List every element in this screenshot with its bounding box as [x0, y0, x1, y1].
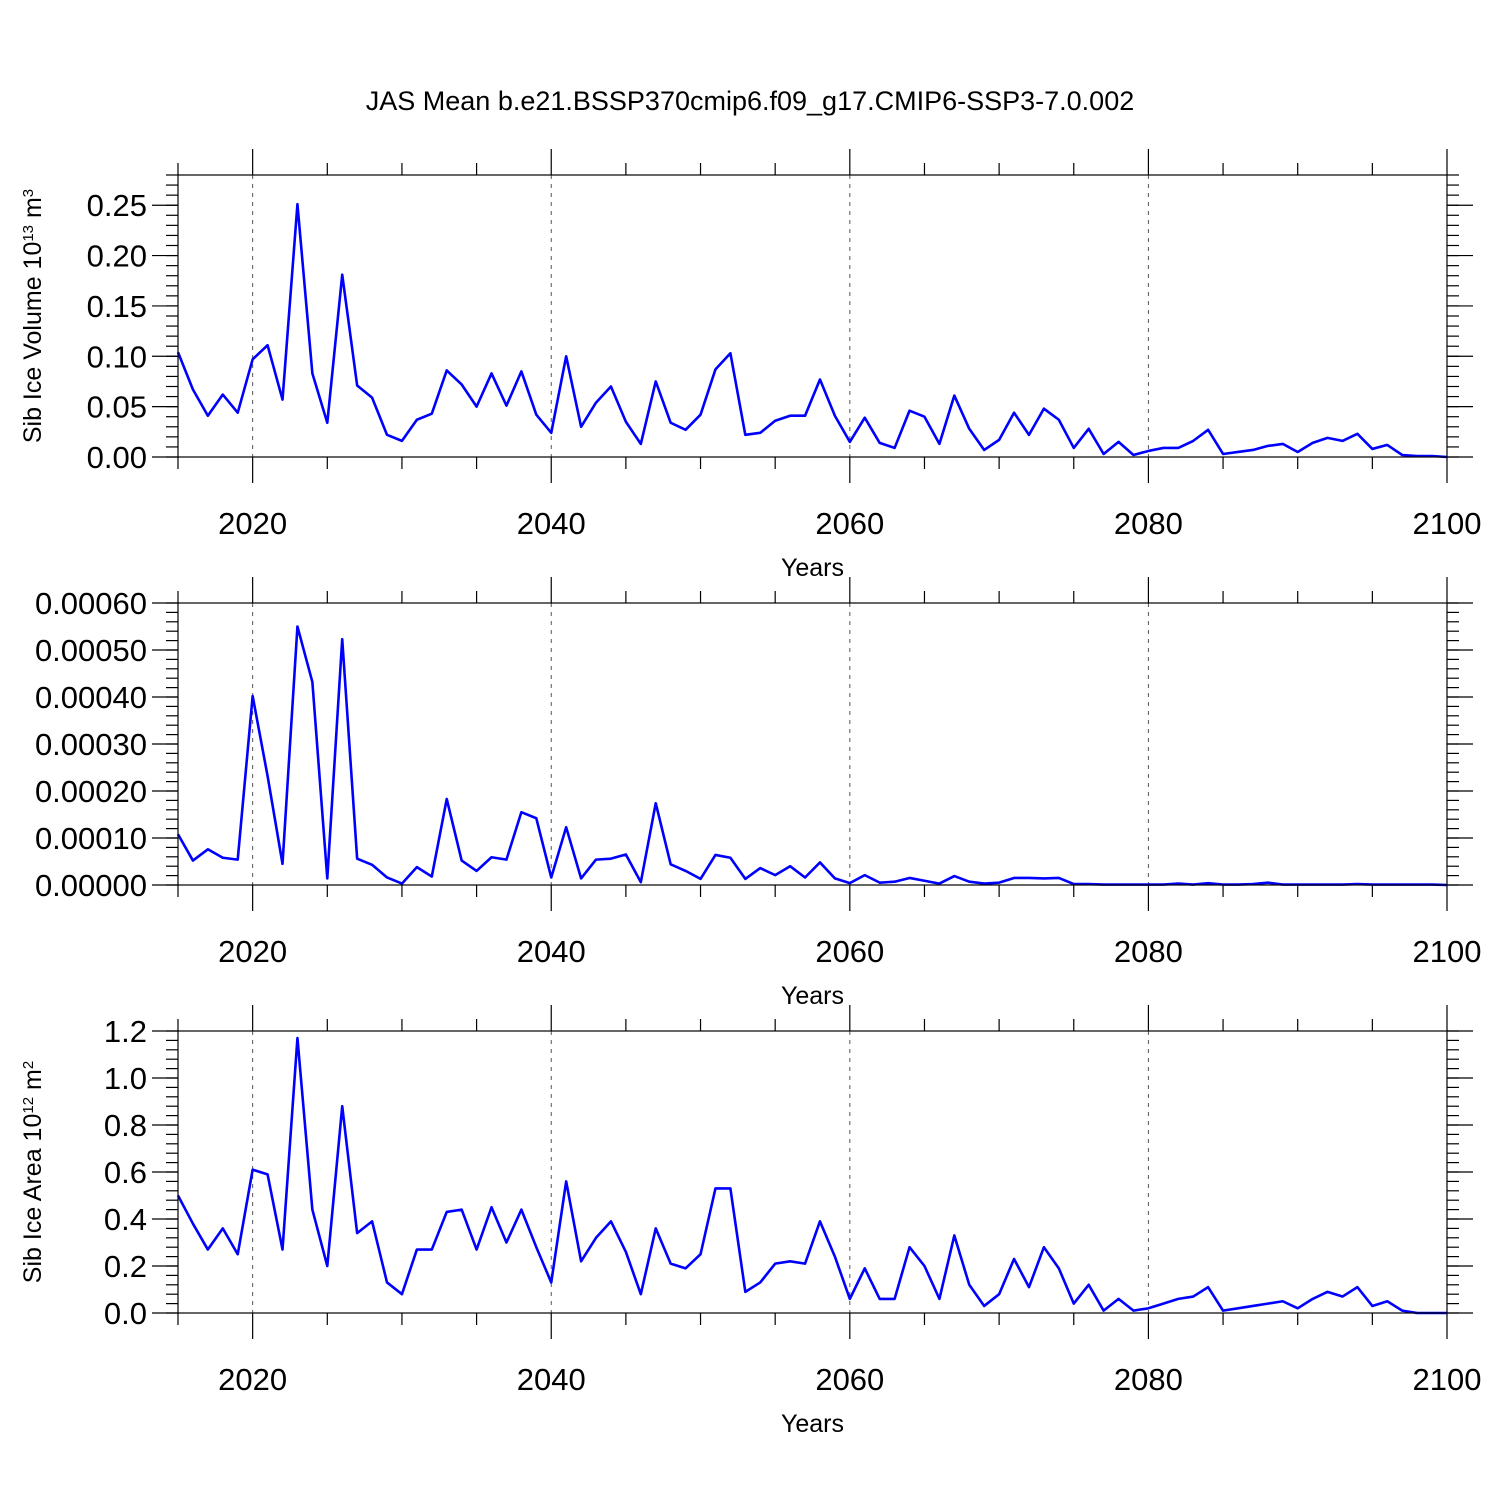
series-line — [176, 202, 1448, 459]
y-tick-label: 0.0 — [104, 1296, 147, 1331]
x-tick-label: 2080 — [1114, 1362, 1183, 1397]
x-tick-label: 2020 — [218, 934, 287, 969]
y-tick-label: 0.00020 — [35, 774, 147, 809]
y-tick-label: 1.2 — [104, 1014, 147, 1049]
y-tick-label: 0.2 — [104, 1249, 147, 1284]
y-tick-label: 0.00060 — [35, 586, 147, 621]
y-tick-label: 0.8 — [104, 1108, 147, 1143]
series-line — [176, 625, 1448, 887]
chart-panels: 0.00 0.05 0.10 0.15 0.20 0.25 2020 2040 2060 2080… — [19, 149, 1481, 1438]
chart-title: JAS Mean b.e21.BSSP370cmip6.f09_g17.CMIP… — [366, 86, 1134, 116]
x-axis-label: Years — [781, 554, 844, 582]
x-axis-label: Years — [781, 1410, 844, 1438]
x-tick-label: 2040 — [517, 506, 586, 541]
panel-1: 0.00 0.05 0.10 0.15 0.20 0.25 2020 2040 2060 2080… — [19, 149, 1481, 582]
y-tick-label: 0.6 — [104, 1155, 147, 1190]
y-tick-label: 0.15 — [87, 289, 147, 324]
x-tick-label: 2100 — [1413, 506, 1482, 541]
panel-3: 0.0 0.2 0.4 0.6 0.8 1.0 1.2 2020 2040 2060 2080 210… — [19, 1005, 1481, 1438]
series-line — [176, 1036, 1447, 1315]
x-tick-label: 2100 — [1413, 934, 1482, 969]
y-tick-label: 0.00 — [87, 440, 147, 475]
y-tick-label: 0.00030 — [35, 727, 147, 762]
y-tick-label: 0.00010 — [35, 821, 147, 856]
plot-frame — [177, 174, 1448, 458]
y-axis-label: Sib Ice Volume 1013 m3 — [19, 189, 47, 443]
y-tick-label: 0.10 — [87, 339, 147, 374]
x-tick-label: 2100 — [1413, 1362, 1482, 1397]
x-tick-label: 2040 — [517, 934, 586, 969]
y-tick-label: 0.25 — [87, 188, 147, 223]
x-tick-label: 2060 — [815, 506, 884, 541]
x-tick-label: 2020 — [218, 1362, 287, 1397]
plot-frame — [177, 1030, 1448, 1314]
x-axis-label: Years — [781, 982, 844, 1010]
x-tick-label: 2020 — [218, 506, 287, 541]
x-tick-label: 2060 — [815, 934, 884, 969]
x-tick-label: 2080 — [1114, 506, 1183, 541]
y-tick-label: 1.0 — [104, 1061, 147, 1096]
y-tick-label: 0.00050 — [35, 633, 147, 668]
y-tick-label: 0.05 — [87, 390, 147, 425]
panel-2: 0.00000 0.00010 0.00020 0.00030 0.00040 0.000… — [35, 577, 1482, 1010]
y-tick-label: 0.00000 — [35, 868, 147, 903]
y-tick-label: 0.4 — [104, 1202, 147, 1237]
x-tick-label: 2060 — [815, 1362, 884, 1397]
x-tick-label: 2040 — [517, 1362, 586, 1397]
y-tick-label: 0.00040 — [35, 680, 147, 715]
plot-frame — [177, 602, 1448, 886]
x-tick-label: 2080 — [1114, 934, 1183, 969]
y-tick-label: 0.20 — [87, 239, 147, 274]
y-axis-label: Sib Ice Area 1012 m2 — [19, 1061, 47, 1283]
